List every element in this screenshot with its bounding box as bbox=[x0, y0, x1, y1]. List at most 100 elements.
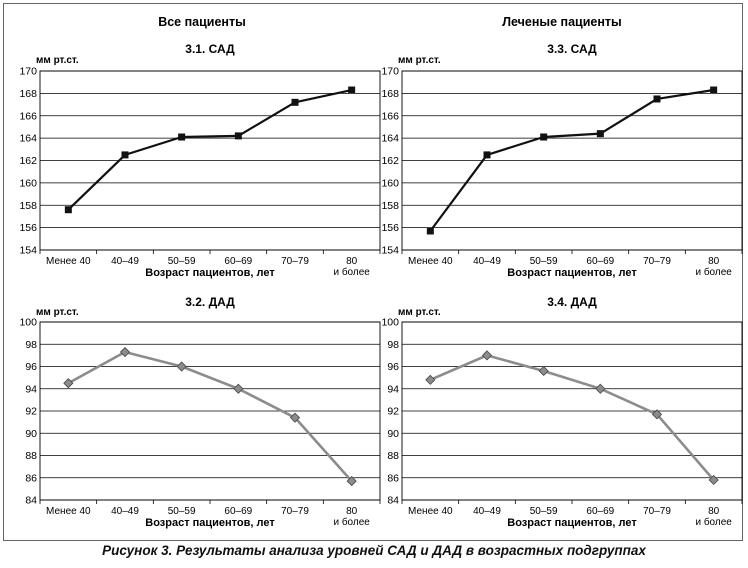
x-tick-label: 50–59 bbox=[168, 256, 196, 267]
y-tick-label: 154 bbox=[19, 245, 37, 257]
column-title-treated-patients: Леченые пациенты bbox=[502, 15, 621, 29]
data-point bbox=[289, 412, 301, 423]
x-tick-label: Менее 40 bbox=[46, 256, 91, 267]
x-tick-label: 70–79 bbox=[281, 256, 309, 267]
data-point bbox=[346, 476, 357, 487]
x-tick-label: 60–69 bbox=[224, 506, 252, 517]
chart-title: 3.1. САД bbox=[185, 42, 235, 56]
data-point bbox=[63, 378, 74, 389]
x-tick-label: Менее 40 bbox=[408, 256, 453, 267]
data-point bbox=[710, 86, 718, 94]
x-tick-label: 40–49 bbox=[473, 506, 501, 517]
x-tick-label: Менее 40 bbox=[46, 506, 91, 517]
data-point bbox=[234, 132, 242, 140]
y-unit-label: мм рт.ст. bbox=[36, 307, 79, 318]
y-tick-label: 100 bbox=[19, 317, 37, 329]
y-tick-label: 84 bbox=[387, 495, 399, 507]
data-point bbox=[233, 383, 244, 394]
figure-frame bbox=[3, 3, 743, 541]
series-line bbox=[429, 88, 714, 232]
series-line bbox=[67, 350, 353, 482]
x-tick-label: 50–59 bbox=[530, 506, 558, 517]
x-tick-label: 60–69 bbox=[586, 256, 614, 267]
y-tick-label: 90 bbox=[25, 428, 37, 440]
x-tick-label: 60–69 bbox=[224, 256, 252, 267]
y-tick-label: 90 bbox=[387, 428, 399, 440]
data-point bbox=[596, 130, 604, 138]
y-tick-label: 92 bbox=[387, 406, 399, 418]
y-tick-label: 160 bbox=[381, 177, 399, 189]
x-tick-label: 80 и более bbox=[695, 256, 732, 278]
y-tick-label: 88 bbox=[25, 450, 37, 462]
data-point bbox=[348, 86, 356, 94]
x-tick-label: 40–49 bbox=[111, 256, 139, 267]
series-line bbox=[67, 88, 352, 211]
y-tick-label: 166 bbox=[19, 110, 37, 122]
x-tick-label: 70–79 bbox=[643, 256, 671, 267]
y-tick-label: 98 bbox=[387, 339, 399, 351]
y-tick-label: 162 bbox=[19, 155, 37, 167]
y-tick-label: 98 bbox=[25, 339, 37, 351]
x-axis-label: Возраст пациентов, лет bbox=[145, 267, 275, 279]
x-axis-label: Возраст пациентов, лет bbox=[507, 517, 637, 529]
chart-title: 3.2. ДАД bbox=[185, 295, 235, 309]
y-tick-label: 160 bbox=[19, 177, 37, 189]
y-tick-label: 86 bbox=[25, 472, 37, 484]
y-tick-label: 164 bbox=[381, 133, 399, 145]
data-point bbox=[483, 151, 491, 159]
chart-3-4: 3.4. ДАД мм рт.ст. 84 86 88 90 92 94 96 98 100 Мене… bbox=[381, 295, 743, 529]
chart-title: 3.4. ДАД bbox=[547, 295, 597, 309]
x-tick-label: 60–69 bbox=[586, 506, 614, 517]
data-point bbox=[176, 361, 187, 372]
x-tick-label: 70–79 bbox=[281, 506, 309, 517]
data-point bbox=[595, 383, 606, 394]
chart-3-3: 3.3. САД мм рт.ст. 154 156 158 160 162 164 166 16… bbox=[381, 42, 743, 279]
data-point bbox=[291, 98, 299, 106]
data-point bbox=[651, 409, 663, 420]
chart-grid: 3.1. САД мм рт.ст. 154 156 158 160 162 164 166 16… bbox=[19, 42, 743, 529]
x-axis-label: Возраст пациентов, лет bbox=[507, 267, 637, 279]
data-point bbox=[426, 227, 434, 235]
y-unit-label: мм рт.ст. bbox=[36, 55, 79, 66]
column-title-all-patients: Все пациенты bbox=[158, 15, 246, 29]
y-tick-label: 92 bbox=[25, 406, 37, 418]
x-axis-label: Возраст пациентов, лет bbox=[145, 517, 275, 529]
y-tick-label: 164 bbox=[19, 133, 37, 145]
chart-3-2: 3.2. ДАД мм рт.ст. 84 86 88 90 92 94 96 98 100 Мене… bbox=[19, 295, 381, 529]
y-tick-label: 154 bbox=[381, 245, 399, 257]
data-point bbox=[121, 151, 129, 159]
y-tick-label: 96 bbox=[25, 361, 37, 373]
y-tick-label: 100 bbox=[381, 317, 399, 329]
x-tick-label: 80 и более bbox=[333, 506, 370, 528]
chart-title: 3.3. САД bbox=[547, 42, 597, 56]
y-unit-label: мм рт.ст. bbox=[398, 307, 441, 318]
figure-caption: Рисунок 3. Результаты анализа уровней СА… bbox=[102, 543, 646, 558]
y-tick-label: 96 bbox=[387, 361, 399, 373]
y-tick-label: 158 bbox=[19, 200, 37, 212]
data-point bbox=[64, 206, 72, 214]
data-point bbox=[425, 374, 436, 385]
y-tick-label: 86 bbox=[387, 472, 399, 484]
chart-3-1: 3.1. САД мм рт.ст. 154 156 158 160 162 164 166 16… bbox=[19, 42, 381, 279]
x-tick-label: 40–49 bbox=[473, 256, 501, 267]
y-tick-label: 158 bbox=[381, 200, 399, 212]
y-tick-label: 168 bbox=[19, 88, 37, 100]
data-point bbox=[538, 365, 549, 377]
x-tick-label: 40–49 bbox=[111, 506, 139, 517]
data-point bbox=[119, 346, 131, 358]
y-tick-label: 84 bbox=[25, 495, 37, 507]
y-tick-label: 88 bbox=[387, 450, 399, 462]
data-point bbox=[178, 133, 186, 141]
data-point bbox=[540, 133, 548, 141]
x-tick-label: 80 и более bbox=[695, 506, 732, 528]
y-tick-label: 162 bbox=[381, 155, 399, 167]
x-tick-label: 70–79 bbox=[643, 506, 671, 517]
x-tick-label: 50–59 bbox=[530, 256, 558, 267]
y-tick-label: 166 bbox=[381, 110, 399, 122]
y-tick-label: 156 bbox=[19, 222, 37, 234]
series-line bbox=[429, 354, 715, 481]
data-point bbox=[481, 350, 493, 361]
data-point bbox=[708, 474, 719, 486]
x-tick-label: 50–59 bbox=[168, 506, 196, 517]
